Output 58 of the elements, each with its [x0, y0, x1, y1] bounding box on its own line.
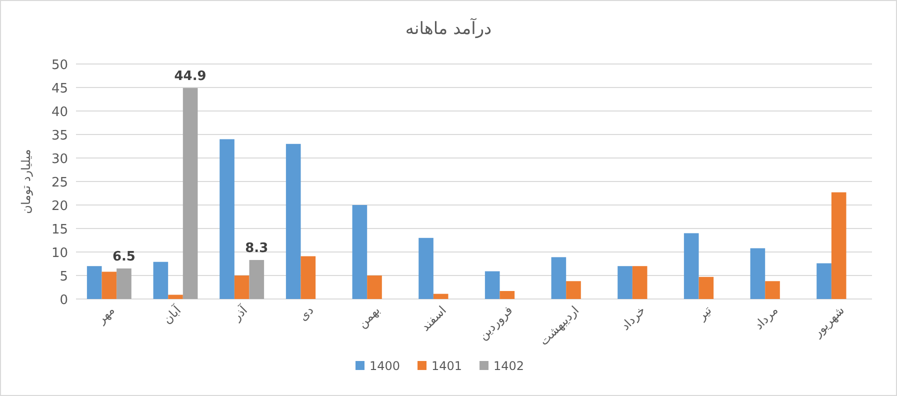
bar	[566, 281, 581, 299]
legend-label: 1402	[494, 359, 524, 373]
data-label: 44.9	[174, 68, 206, 84]
y-tick-label: 30	[51, 152, 68, 167]
y-tick-label: 5	[60, 270, 68, 284]
y-tick-label: 0	[60, 293, 68, 308]
x-tick-label: مهر	[94, 303, 118, 327]
x-tick-label: فروردین	[476, 303, 516, 343]
bar	[500, 291, 515, 299]
chart-title: درآمد ماهانه	[405, 18, 492, 39]
x-tick-label: مرداد	[752, 303, 781, 332]
y-tick-label: 50	[51, 58, 68, 73]
bar	[418, 238, 434, 299]
bar	[168, 294, 183, 299]
bar	[352, 205, 368, 299]
x-tick-label: آبان	[159, 302, 184, 327]
bar	[102, 272, 117, 299]
bar	[433, 294, 448, 299]
bar	[698, 276, 714, 299]
bar	[816, 263, 832, 299]
bar	[551, 257, 566, 299]
y-tick-label: 25	[51, 176, 68, 190]
x-tick-label: اسفند	[418, 303, 449, 334]
y-tick-label: 40	[51, 105, 68, 120]
legend-label: 1400	[370, 359, 400, 373]
x-tick-label: تیر	[694, 303, 714, 324]
bar	[618, 266, 632, 299]
bar	[86, 266, 102, 299]
bar	[286, 144, 301, 299]
legend-label: 1401	[432, 359, 462, 373]
x-tick-label: آذر	[228, 302, 250, 324]
bar	[220, 139, 234, 299]
bar	[300, 256, 316, 299]
x-tick-label: بهمن	[355, 303, 383, 331]
x-tick-label: دی	[296, 303, 316, 324]
y-tick-label: 35	[51, 128, 68, 144]
data-label: 8.3	[245, 240, 268, 256]
bar	[484, 271, 500, 299]
bar	[153, 262, 168, 299]
x-tick-label: خرداد	[618, 303, 648, 333]
bar	[684, 233, 699, 299]
x-tick-label: اردیبهشت	[536, 303, 582, 348]
x-tick-label: شهریور	[810, 303, 847, 340]
bar	[182, 88, 198, 299]
bar	[116, 268, 132, 299]
bar	[831, 192, 846, 299]
bar	[765, 281, 780, 299]
bar	[249, 260, 264, 299]
y-tick-label: 15	[51, 222, 68, 238]
data-label: 6.5	[112, 249, 136, 264]
y-tick-label: 45	[51, 82, 68, 96]
y-axis-title: میلیارد تومان	[19, 149, 33, 214]
bar	[234, 276, 250, 299]
bar	[750, 248, 766, 299]
y-tick-label: 10	[51, 246, 68, 261]
y-tick-label: 20	[51, 199, 68, 214]
bar	[632, 266, 648, 299]
bar	[367, 276, 382, 299]
